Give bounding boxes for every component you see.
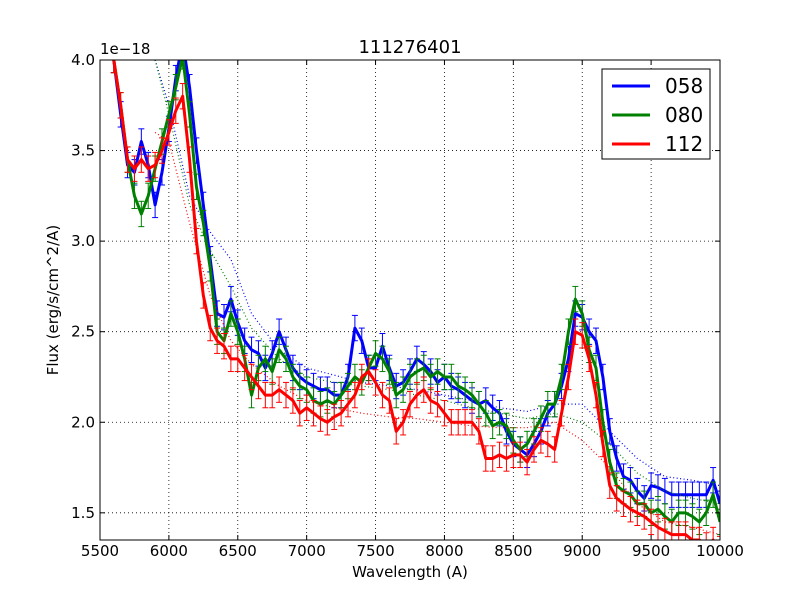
legend-label-058: 058 [665,74,703,98]
y-tick-label: 2.5 [71,323,95,341]
y-axis-title: Flux (erg/s/cm^2/A) [44,225,62,376]
y-tick-label: 3.0 [71,232,95,250]
series-112-error-bar [717,535,720,540]
series-112-error-bar [689,526,696,540]
x-tick-label: 9000 [563,542,601,560]
y-tick-label: 2.0 [71,413,95,431]
chart-title: 111276401 [358,37,461,58]
series-112-error-bar [710,526,717,540]
x-tick-label: 6500 [219,542,257,560]
x-tick-label: 6000 [150,542,188,560]
series-112-error-bar [703,532,710,540]
series-080-line [112,60,720,524]
x-axis-title: Wavelength (A) [352,563,468,581]
series-layer [110,60,720,540]
legend-label-080: 080 [665,103,703,127]
x-tick-label: 5500 [81,542,119,560]
y-tick-label: 4.0 [71,51,95,69]
x-tick-label: 8000 [425,542,463,560]
legend-label-112: 112 [665,132,703,156]
legend: 058 080 112 [601,68,711,160]
y-tick-label: 1.5 [71,504,95,522]
plot-frame [99,59,721,541]
x-tick-label: 8500 [494,542,532,560]
series-112-error-bar [696,526,703,540]
y-tick-label: 3.5 [71,142,95,160]
x-tick-label: 10000 [696,542,744,560]
x-tick-label: 7000 [288,542,326,560]
series-112-line [112,60,715,540]
x-tick-label: 7500 [356,542,394,560]
x-tick-label: 9500 [632,542,670,560]
y-offset-text: 1e−18 [100,40,150,58]
axis-ticks: 5500 6000 6500 7000 7500 8000 8500 9000 9500 1000… [71,51,744,560]
